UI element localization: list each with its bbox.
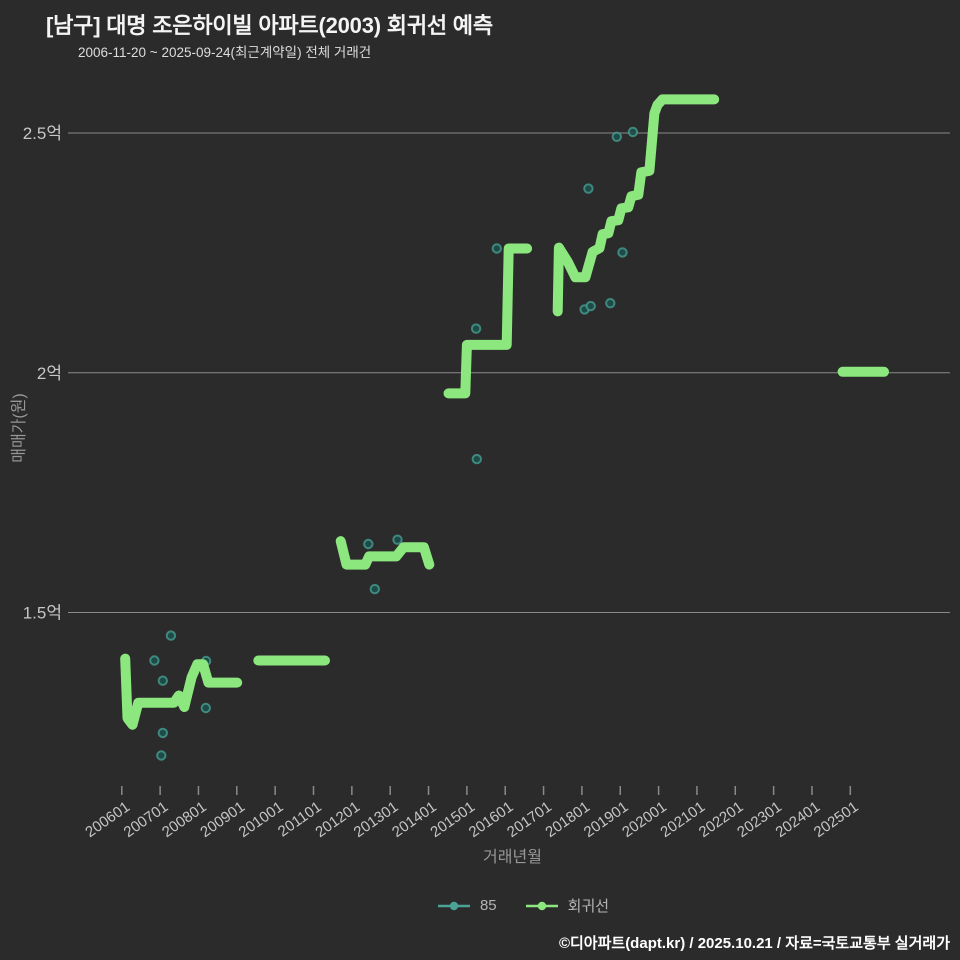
scatter-point-85[interactable] (611, 131, 622, 143)
page-subtitle: 2006-11-20 ~ 2025-09-24(최근계약일) 전체 거래건 (78, 45, 372, 60)
legend-item-regression[interactable]: 회귀선 (525, 895, 609, 916)
y-tick-label: 2억 (37, 364, 62, 383)
legend-marker-regression-icon (525, 901, 558, 910)
scatter-point-85[interactable] (605, 298, 616, 309)
scatter-point-85[interactable] (157, 675, 169, 686)
regression-line-segment[interactable] (335, 536, 435, 570)
regression-line-segment[interactable] (552, 94, 720, 317)
y-tick-label: 2.5억 (23, 124, 62, 143)
regression-line-segment[interactable] (443, 243, 533, 399)
x-tick-label: 201001 (236, 798, 287, 841)
scatter-point-85[interactable] (617, 247, 628, 258)
scatter-point-85[interactable] (157, 727, 169, 739)
page-title: [남구] 대명 조은하이빌 아파트(2003) 회귀선 예측 (46, 13, 493, 38)
scatter-point-85[interactable] (149, 655, 160, 666)
scatter-point-85[interactable] (165, 630, 177, 641)
x-axis-title: 거래년월 (483, 849, 542, 866)
scatter-point-85[interactable] (156, 750, 167, 761)
footer-credit: ©디아파트(dapt.kr) / 2025.10.21 / 자료=국토교통부 실… (558, 935, 950, 952)
scatter-point-85[interactable] (627, 126, 639, 138)
legend-marker-85-icon (437, 901, 470, 910)
scatter-point-85[interactable] (369, 583, 380, 595)
x-tick-label: 202501 (811, 798, 862, 841)
scatter-point-85[interactable] (200, 702, 212, 714)
scatter-point-85[interactable] (471, 453, 482, 465)
scatter-point-85[interactable] (583, 183, 594, 194)
legend-label-regression: 회귀선 (567, 898, 610, 915)
scatter-point-85[interactable] (392, 534, 403, 545)
scatter-point-85[interactable] (491, 243, 502, 254)
y-tick-label: 1.5억 (23, 604, 62, 623)
scatter-point-85[interactable] (470, 323, 482, 334)
regression-line-segment[interactable] (120, 653, 243, 730)
legend-label-85: 85 (479, 897, 497, 914)
scatter-point-85[interactable] (585, 300, 596, 312)
scatter-point-85[interactable] (363, 538, 374, 550)
legend-item-85[interactable]: 85 (437, 897, 497, 914)
chart-legend: 85 회귀선 (0, 895, 960, 916)
y-axis-title: 매매가(원) (11, 393, 28, 463)
